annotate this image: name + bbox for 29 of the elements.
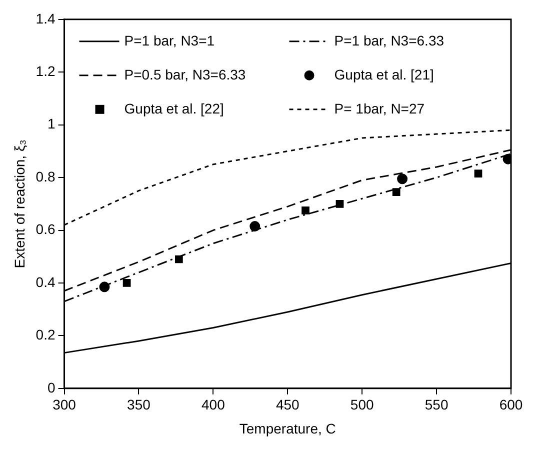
- point: [302, 206, 310, 214]
- legend-label: P=1 bar, N3=1: [124, 32, 215, 48]
- x-tick-label: 500: [350, 396, 374, 413]
- y-tick-label: 0.4: [36, 274, 56, 290]
- y-tick-label: 0.8: [36, 168, 56, 184]
- legend-label: P=1 bar, N3=6.33: [334, 32, 444, 48]
- legend-label: Gupta et al. [22]: [124, 100, 224, 116]
- point: [122, 279, 131, 287]
- x-axis-title: Temperature, C: [239, 420, 336, 436]
- y-tick-label: 1: [47, 116, 56, 132]
- y-tick-label: 0.2: [36, 326, 56, 343]
- point: [392, 188, 400, 196]
- legend-label: Gupta et al. [21]: [334, 66, 434, 82]
- point: [336, 200, 344, 208]
- x-tick-label: 300: [52, 396, 76, 413]
- x-tick-label: 550: [424, 396, 448, 413]
- x-tick-label: 400: [201, 396, 226, 413]
- x-tick-label: 450: [276, 396, 300, 413]
- x-tick-label: 350: [127, 396, 151, 413]
- y-axis-title: Extent of reaction, ξ₃: [11, 140, 28, 268]
- x-tick-label: 600: [499, 396, 523, 413]
- legend-label: P= 1bar, N=27: [334, 100, 425, 116]
- point: [397, 174, 408, 184]
- legend-label: P=0.5 bar, N3=6.33: [124, 66, 246, 82]
- y-tick-label: 0: [47, 379, 56, 396]
- y-tick-label: 0.6: [36, 221, 56, 238]
- y-tick-label: 1.2: [36, 62, 56, 79]
- point: [474, 170, 482, 178]
- y-tick-label: 1.4: [36, 10, 56, 26]
